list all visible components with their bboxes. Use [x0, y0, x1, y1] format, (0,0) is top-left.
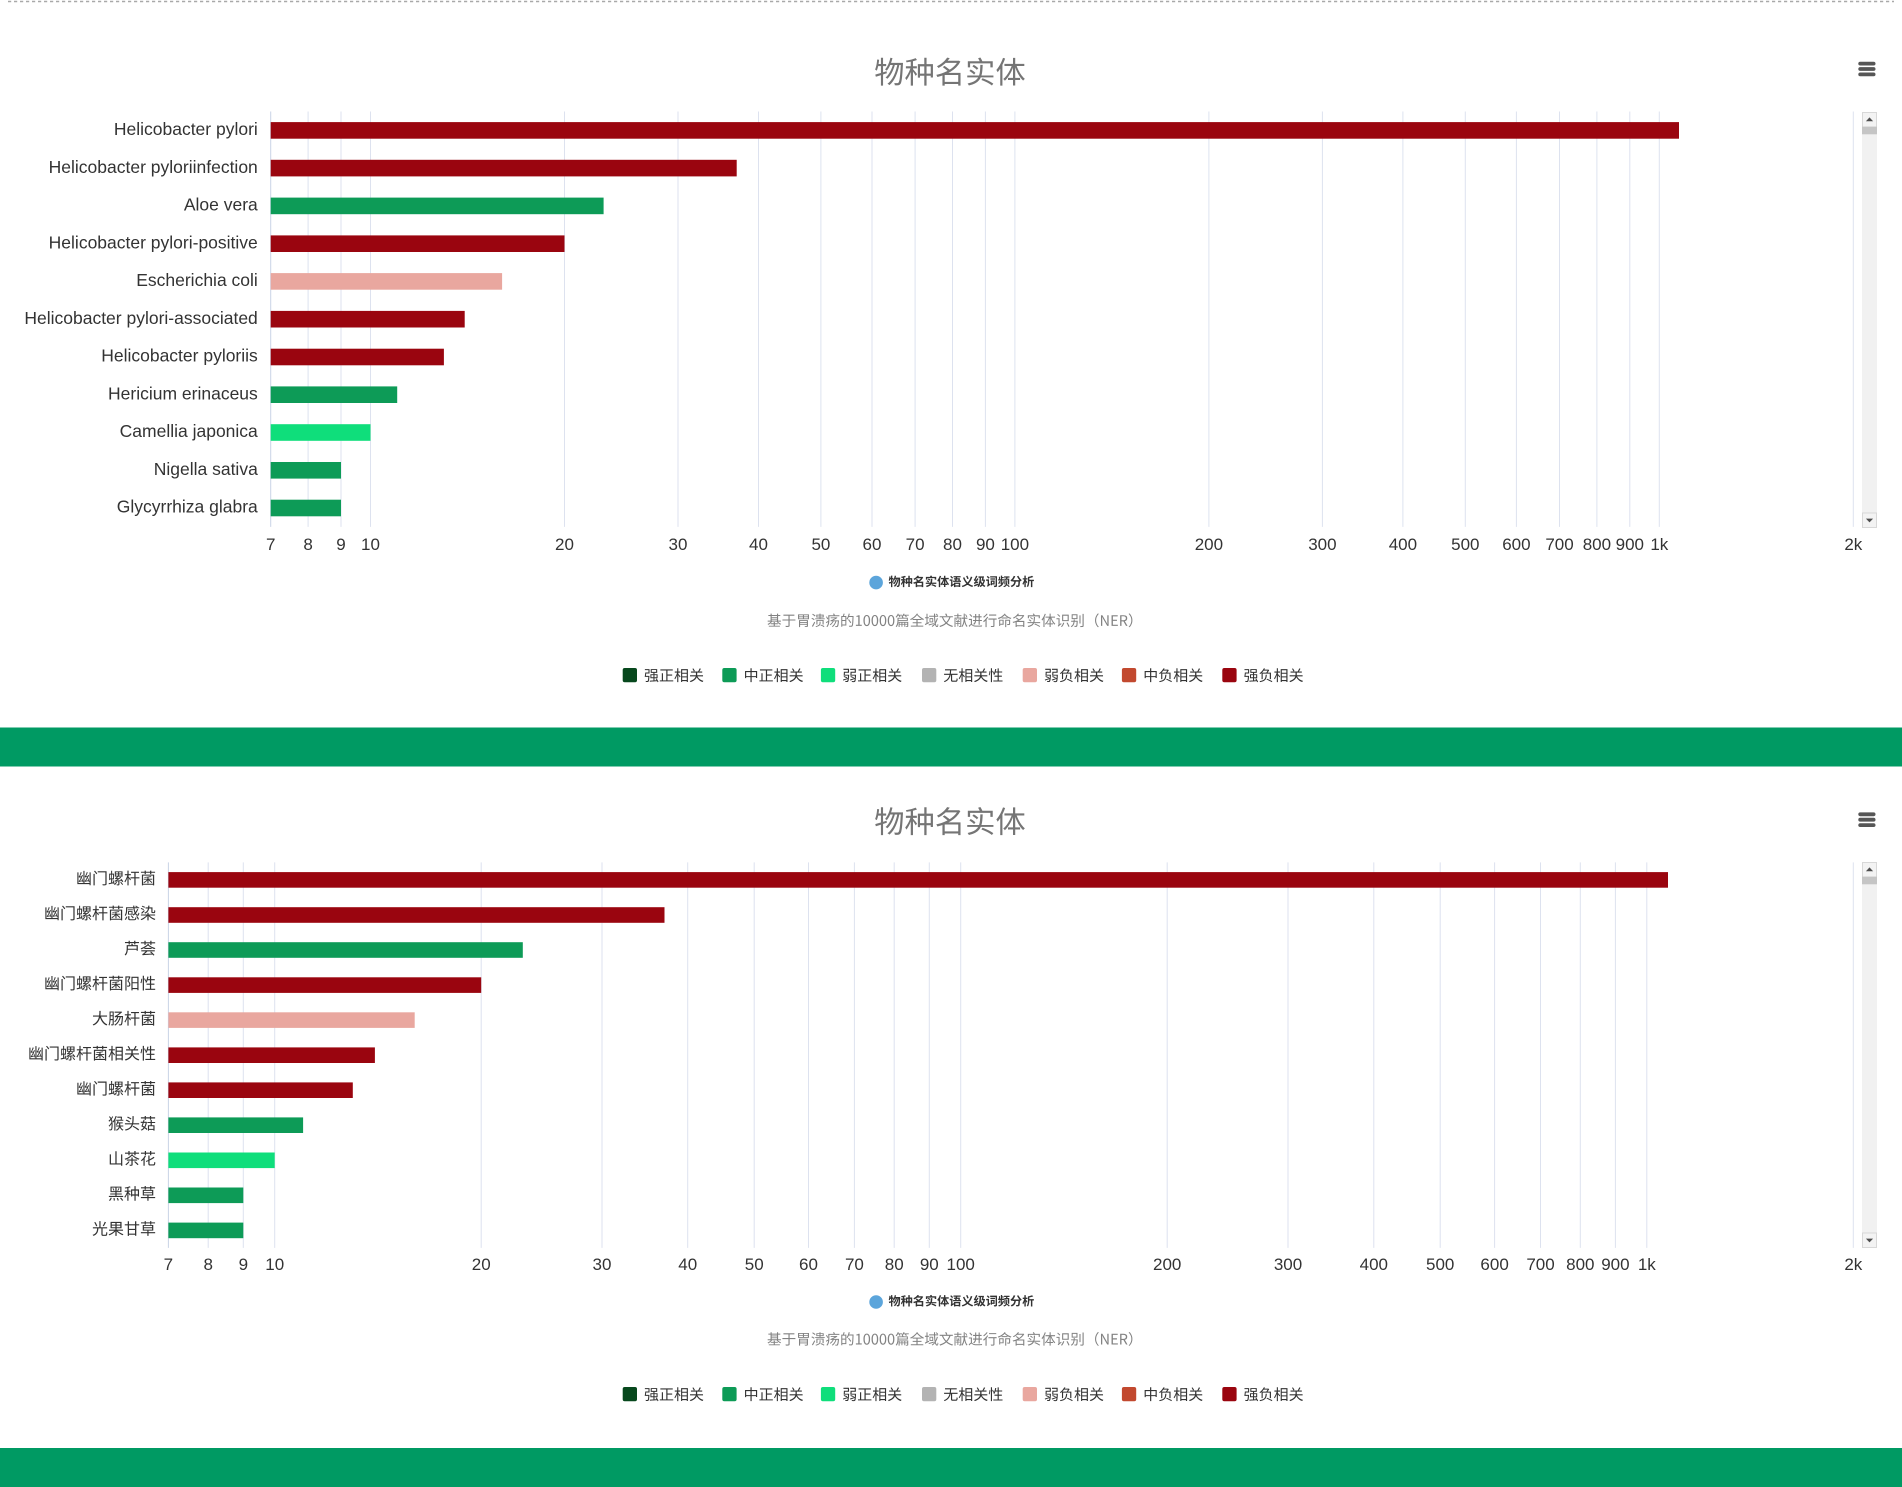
svg-text:2k: 2k — [1844, 1255, 1862, 1274]
svg-text:Helicobacter pyloriinfection: Helicobacter pyloriinfection — [49, 157, 258, 177]
svg-text:80: 80 — [885, 1255, 904, 1274]
svg-text:Camellia japonica: Camellia japonica — [120, 421, 258, 441]
svg-text:90: 90 — [920, 1255, 939, 1274]
svg-text:300: 300 — [1308, 535, 1336, 554]
svg-text:Helicobacter pylori: Helicobacter pylori — [114, 119, 258, 139]
svg-text:200: 200 — [1153, 1255, 1181, 1274]
svg-text:500: 500 — [1426, 1255, 1454, 1274]
svg-text:50: 50 — [811, 535, 830, 554]
svg-text:900: 900 — [1601, 1255, 1629, 1274]
svg-text:300: 300 — [1274, 1255, 1302, 1274]
svg-text:50: 50 — [745, 1255, 764, 1274]
svg-text:30: 30 — [593, 1255, 612, 1274]
svg-text:10: 10 — [265, 1255, 284, 1274]
svg-text:1k: 1k — [1638, 1255, 1656, 1274]
svg-text:Helicobacter pylori-positive: Helicobacter pylori-positive — [49, 232, 258, 252]
svg-text:800: 800 — [1566, 1255, 1594, 1274]
svg-text:Nigella sativa: Nigella sativa — [154, 459, 258, 479]
svg-text:Glycyrrhiza glabra: Glycyrrhiza glabra — [117, 497, 258, 517]
svg-text:7: 7 — [164, 1255, 173, 1274]
svg-text:500: 500 — [1451, 535, 1479, 554]
svg-text:9: 9 — [336, 535, 345, 554]
svg-text:1k: 1k — [1650, 535, 1668, 554]
svg-text:400: 400 — [1360, 1255, 1388, 1274]
svg-text:40: 40 — [678, 1255, 697, 1274]
svg-text:Hericium erinaceus: Hericium erinaceus — [108, 383, 258, 403]
svg-text:700: 700 — [1545, 535, 1573, 554]
svg-text:40: 40 — [749, 535, 768, 554]
svg-text:90: 90 — [976, 535, 995, 554]
svg-text:20: 20 — [472, 1255, 491, 1274]
svg-text:100: 100 — [947, 1255, 975, 1274]
svg-text:70: 70 — [845, 1255, 864, 1274]
svg-text:600: 600 — [1480, 1255, 1508, 1274]
svg-text:Escherichia coli: Escherichia coli — [136, 270, 258, 290]
svg-text:20: 20 — [555, 535, 574, 554]
svg-text:8: 8 — [303, 535, 312, 554]
svg-text:Helicobacter pyloriis: Helicobacter pyloriis — [101, 346, 258, 366]
svg-text:2k: 2k — [1844, 535, 1862, 554]
svg-text:Aloe vera: Aloe vera — [184, 195, 258, 215]
svg-text:700: 700 — [1526, 1255, 1554, 1274]
svg-text:30: 30 — [669, 535, 688, 554]
svg-text:900: 900 — [1616, 535, 1644, 554]
svg-text:60: 60 — [863, 535, 882, 554]
svg-text:8: 8 — [203, 1255, 212, 1274]
svg-text:200: 200 — [1195, 535, 1223, 554]
svg-text:60: 60 — [799, 1255, 818, 1274]
svg-text:100: 100 — [1001, 535, 1029, 554]
svg-text:400: 400 — [1389, 535, 1417, 554]
svg-text:80: 80 — [943, 535, 962, 554]
svg-text:9: 9 — [239, 1255, 248, 1274]
svg-text:7: 7 — [266, 535, 275, 554]
svg-text:600: 600 — [1502, 535, 1530, 554]
svg-text:800: 800 — [1583, 535, 1611, 554]
svg-text:70: 70 — [906, 535, 925, 554]
svg-text:10: 10 — [361, 535, 380, 554]
svg-text:Helicobacter pylori-associated: Helicobacter pylori-associated — [24, 308, 257, 328]
